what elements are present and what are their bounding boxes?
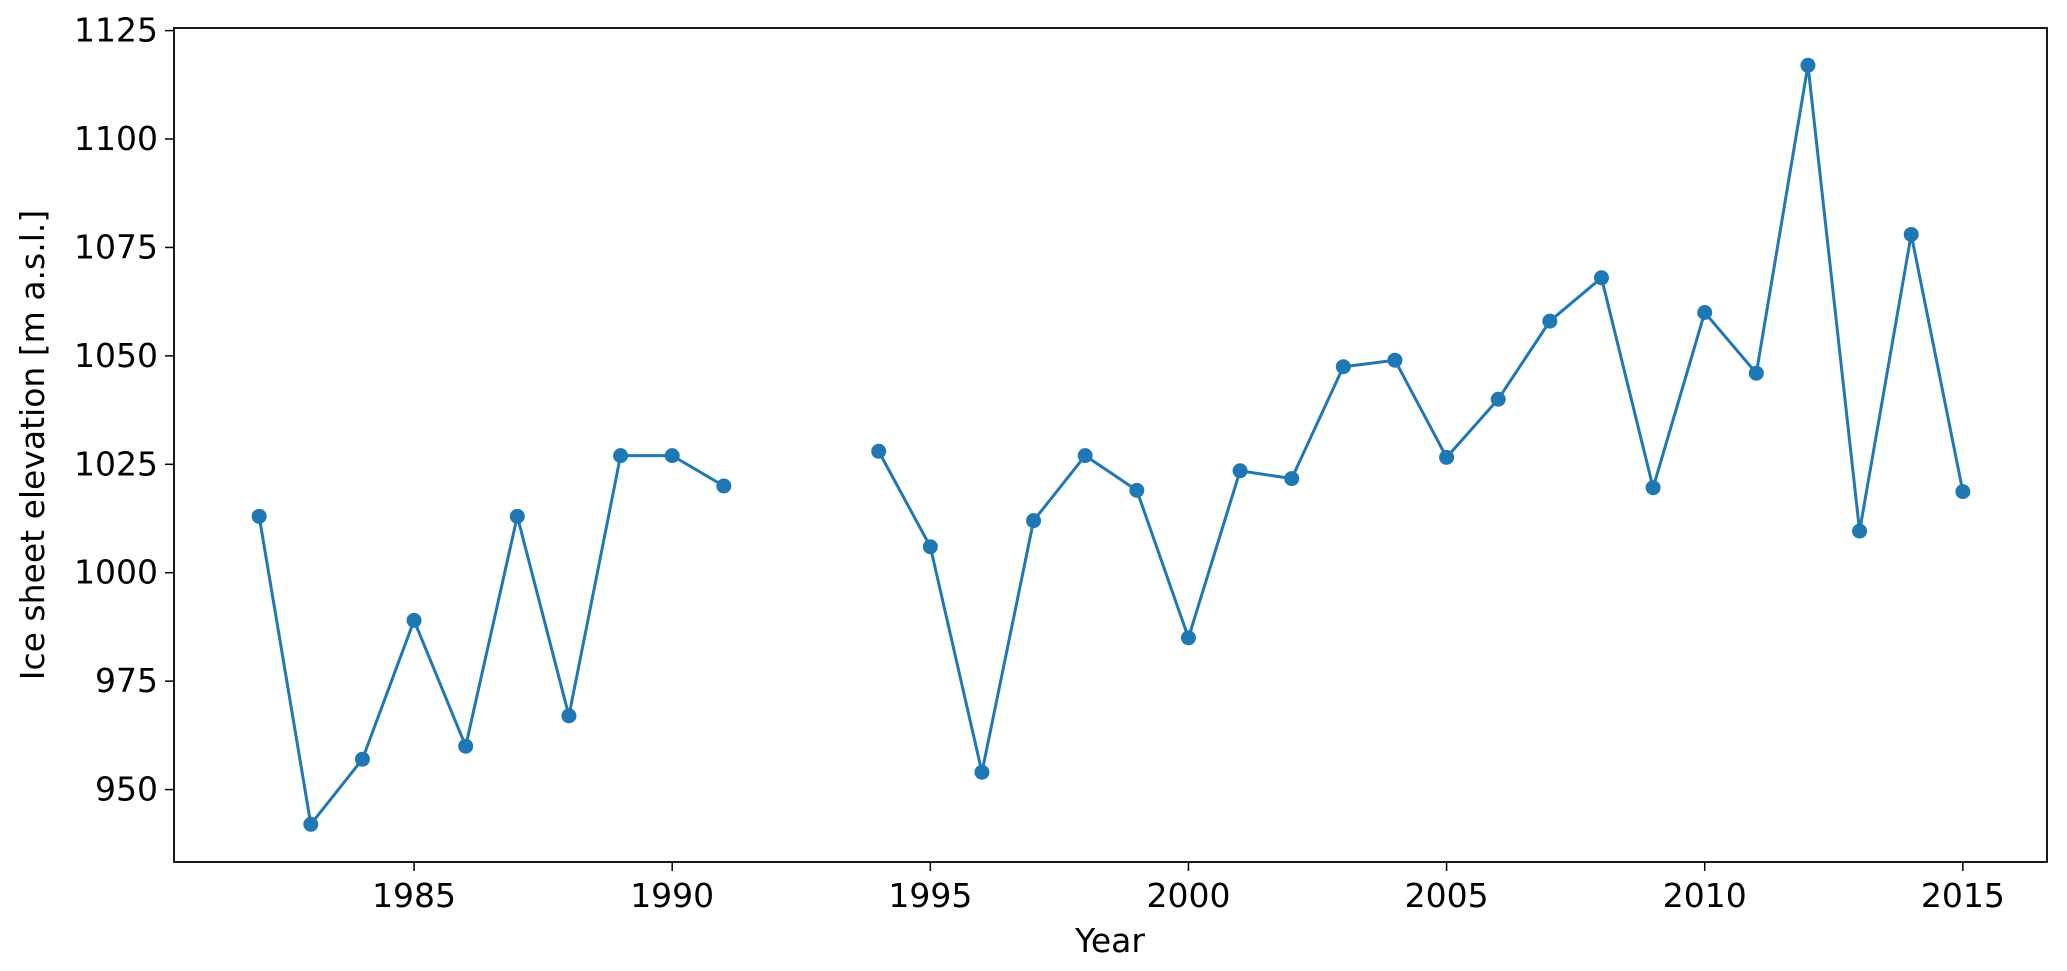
data-point (406, 612, 422, 628)
y-tick-label: 975 (95, 661, 158, 700)
data-point (1284, 471, 1300, 487)
data-point (458, 738, 474, 754)
data-point (561, 708, 577, 724)
y-tick-label: 1050 (74, 336, 158, 375)
x-axis-label: Year (1074, 921, 1145, 960)
data-point (1903, 226, 1919, 242)
y-tick-label: 1075 (74, 227, 158, 266)
data-point (1439, 449, 1455, 465)
data-point (1490, 391, 1506, 407)
data-point (1026, 513, 1042, 529)
data-point (303, 816, 319, 832)
y-tick-label: 1025 (74, 444, 158, 483)
data-point (664, 448, 680, 464)
y-tick-label: 1125 (74, 11, 158, 50)
data-point (1180, 630, 1196, 646)
y-tick-label: 950 (95, 770, 158, 809)
data-point (613, 448, 629, 464)
data-point (251, 508, 267, 524)
data-point (1800, 57, 1816, 73)
x-tick-label: 2000 (1146, 876, 1230, 915)
data-point (1335, 359, 1351, 375)
data-point (1387, 352, 1403, 368)
x-tick-label: 2005 (1405, 876, 1489, 915)
x-tick-label: 1995 (888, 876, 972, 915)
data-line (257, 65, 1965, 828)
data-point (1232, 463, 1248, 479)
data-point (922, 539, 938, 555)
data-point (716, 478, 732, 494)
data-point (1955, 484, 1971, 500)
x-tick-label: 1985 (372, 876, 456, 915)
y-axis-label: Ice sheet elevation [m a.s.l.] (13, 210, 52, 680)
x-tick-label: 2015 (1921, 876, 2005, 915)
data-point (1129, 482, 1145, 498)
x-tick-label: 2010 (1663, 876, 1747, 915)
data-point (871, 443, 887, 459)
y-tick-label: 1000 (74, 553, 158, 592)
data-point (1077, 448, 1093, 464)
data-point (1748, 365, 1764, 381)
plot-frame (173, 27, 2048, 863)
data-point (509, 508, 525, 524)
x-tick-label: 1990 (630, 876, 714, 915)
y-tick-label: 1100 (74, 119, 158, 158)
data-point (354, 751, 370, 767)
data-point (1697, 305, 1713, 321)
data-point (1852, 523, 1868, 539)
data-point (974, 764, 990, 780)
data-point (1645, 480, 1661, 496)
data-point (1593, 270, 1609, 286)
data-point (1542, 313, 1558, 329)
